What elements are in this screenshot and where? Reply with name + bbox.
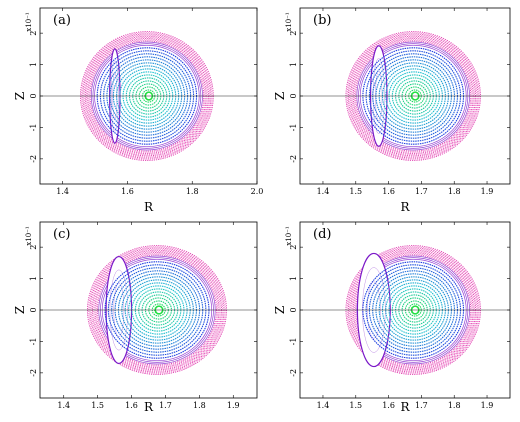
x-tick-label: 1.4 — [56, 187, 69, 196]
plot-area — [40, 245, 257, 375]
panel-b: 1.4 1.5 1.6 1.7 1.8 1.9 2 1 0 -1 -2 x10⁻¹ R Z (b) — [273, 7, 511, 214]
y-axis-title: Z — [273, 92, 287, 100]
x-tick-label: 1.7 — [415, 401, 428, 410]
x-tick-label: 1.4 — [317, 187, 330, 196]
y-tick-label: -1 — [29, 124, 38, 132]
x-tick-label: 1.8 — [186, 187, 199, 196]
x-tick-label: 1.9 — [481, 401, 494, 410]
y-tick-label: 1 — [289, 276, 298, 281]
x-axis-title: R — [400, 200, 410, 214]
x-tick-label: 1.7 — [159, 401, 172, 410]
y-tick-label: 1 — [29, 62, 38, 67]
panel-d: 1.4 1.5 1.6 1.7 1.8 1.9 2 1 0 -1 -2 x10⁻¹ R Z (d) — [273, 221, 511, 414]
y-tick-label: 2 — [289, 245, 298, 250]
y-tick-label: 1 — [289, 62, 298, 67]
y-tick-label: 0 — [29, 93, 38, 98]
y-tick-label: 0 — [289, 93, 298, 98]
x-tick-label: 1.9 — [227, 401, 240, 410]
x-tick-label: 1.5 — [349, 187, 362, 196]
y-tick-label: -1 — [289, 338, 298, 346]
x-tick-label: 1.9 — [481, 187, 494, 196]
plot-area — [300, 245, 510, 375]
y-tick-label: 0 — [29, 307, 38, 312]
x-tick-label: 1.7 — [415, 187, 428, 196]
x-tick-label: 1.6 — [125, 401, 138, 410]
y-exponent-label: x10⁻¹ — [285, 12, 293, 32]
y-tick-label: 0 — [289, 307, 298, 312]
outer-flux-ring — [349, 248, 478, 372]
x-axis-title: R — [144, 200, 154, 214]
x-tick-label: 1.6 — [121, 187, 134, 196]
panel-a: 1.4 1.6 1.8 2.0 2 1 0 -1 -2 x10⁻¹ R Z (a) — [13, 7, 264, 214]
panel-label: (a) — [53, 13, 71, 28]
y-tick-label: -2 — [29, 155, 38, 163]
x-tick-label: 1.5 — [91, 401, 104, 410]
y-tick-label: -2 — [289, 155, 298, 163]
y-axis-title: Z — [13, 92, 27, 100]
x-tick-label: 1.5 — [349, 401, 362, 410]
x-axis-title: R — [144, 400, 154, 414]
x-tick-label: 1.6 — [382, 187, 395, 196]
x-tick-label: 1.4 — [57, 401, 70, 410]
plot-area — [300, 31, 510, 161]
y-axis-title: Z — [13, 306, 27, 314]
y-tick-label: 2 — [289, 31, 298, 36]
x-tick-label: 1.6 — [382, 401, 395, 410]
panel-label: (d) — [313, 227, 331, 242]
y-tick-label: -2 — [289, 369, 298, 377]
x-tick-label: 1.8 — [448, 187, 461, 196]
x-tick-label: 2.0 — [251, 187, 264, 196]
y-tick-label: -1 — [29, 338, 38, 346]
plot-area — [40, 31, 257, 161]
x-tick-label: 1.4 — [317, 401, 330, 410]
outer-flux-ring — [349, 34, 478, 158]
y-exponent-label: x10⁻¹ — [25, 12, 33, 32]
y-exponent-label: x10⁻¹ — [285, 226, 293, 246]
x-tick-label: 1.8 — [193, 401, 206, 410]
y-tick-label: -2 — [29, 369, 38, 377]
y-tick-label: -1 — [289, 124, 298, 132]
y-axis-title: Z — [273, 306, 287, 314]
x-axis-title: R — [400, 400, 410, 414]
y-tick-label: 1 — [29, 276, 38, 281]
x-tick-label: 1.8 — [448, 401, 461, 410]
y-exponent-label: x10⁻¹ — [25, 226, 33, 246]
y-tick-label: 2 — [29, 245, 38, 250]
panel-c: 1.4 1.5 1.6 1.7 1.8 1.9 2 1 0 -1 -2 x10⁻¹ R Z (c) — [13, 221, 258, 414]
y-tick-label: 2 — [29, 31, 38, 36]
panel-label: (b) — [313, 13, 331, 28]
panel-label: (c) — [53, 227, 70, 242]
